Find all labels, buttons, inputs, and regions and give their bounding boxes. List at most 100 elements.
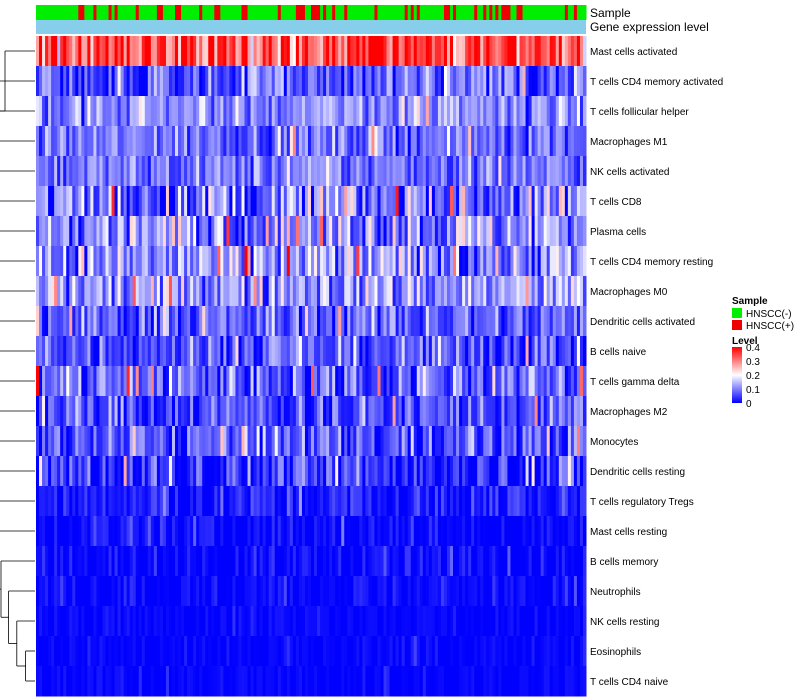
heatmap-cell — [519, 546, 524, 577]
heatmap-cell — [510, 396, 514, 427]
heatmap-cell — [187, 516, 191, 547]
heatmap-cell — [459, 426, 463, 457]
heatmap-cell — [283, 66, 288, 97]
heatmap-cell — [304, 66, 309, 97]
heatmap-cell — [81, 276, 85, 307]
heatmap-cell — [298, 186, 303, 217]
heatmap-cell — [401, 456, 406, 487]
heatmap-cell — [413, 456, 418, 487]
heatmap-cell — [235, 336, 239, 367]
sample-cell — [250, 5, 255, 20]
heatmap-cell — [501, 216, 505, 247]
heatmap-cell — [338, 666, 342, 697]
heatmap-cell — [87, 96, 91, 127]
heatmap-cell — [184, 396, 188, 427]
heatmap-cell — [383, 486, 388, 517]
heatmap-cell — [295, 606, 300, 637]
heatmap-cell — [359, 186, 363, 217]
heatmap-cell — [383, 336, 388, 367]
sample-cell — [129, 5, 134, 20]
heatmap-cell — [150, 336, 155, 367]
heatmap-cell — [39, 396, 43, 427]
heatmap-cell — [214, 276, 218, 307]
heatmap-cell — [87, 606, 91, 637]
heatmap-cell — [540, 306, 545, 337]
heatmap-cell — [365, 66, 369, 97]
heatmap-cell — [582, 156, 587, 187]
sample-cell — [474, 5, 478, 20]
heatmap-cell — [534, 516, 539, 547]
heatmap-cell — [573, 96, 578, 127]
heatmap-cell — [561, 336, 566, 367]
heatmap-cell — [365, 606, 369, 637]
heatmap-cell — [111, 486, 116, 517]
heatmap-cell — [314, 246, 318, 277]
heatmap-cell — [141, 336, 146, 367]
heatmap-cell — [549, 396, 554, 427]
heatmap-cell — [60, 66, 64, 97]
heatmap-cell — [543, 96, 548, 127]
heatmap-cell — [552, 156, 557, 187]
heatmap-cell — [326, 276, 330, 307]
sample-cell — [132, 5, 137, 20]
heatmap-cell — [456, 486, 460, 517]
heatmap-cell — [392, 606, 397, 637]
heatmap-cell — [111, 186, 116, 217]
heatmap-cell — [178, 216, 182, 247]
heatmap-cell — [108, 636, 113, 667]
heatmap-cell — [87, 456, 91, 487]
heatmap-cell — [552, 576, 557, 607]
heatmap-cell — [144, 576, 149, 607]
heatmap-cell — [552, 246, 557, 277]
heatmap-cell — [126, 516, 131, 547]
heatmap-cell — [181, 66, 185, 97]
heatmap-cell — [72, 456, 76, 487]
heatmap-cell — [555, 516, 560, 547]
heatmap-cell — [102, 156, 106, 187]
heatmap-cell — [356, 276, 360, 307]
heatmap-cell — [232, 36, 236, 67]
heatmap-cell — [93, 126, 97, 157]
heatmap-cell — [72, 276, 76, 307]
heatmap-cell — [274, 336, 279, 367]
heatmap-cell — [380, 396, 385, 427]
heatmap-cell — [135, 516, 140, 547]
heatmap-cell — [223, 396, 227, 427]
heatmap-cell — [519, 426, 524, 457]
heatmap-cell — [486, 66, 490, 97]
heatmap-cell — [66, 576, 70, 607]
heatmap-cell — [519, 486, 524, 517]
heatmap-cell — [468, 306, 472, 337]
heatmap-cell — [380, 336, 385, 367]
heatmap-cell — [332, 426, 336, 457]
heatmap-cell — [162, 546, 167, 577]
heatmap-cell — [253, 306, 258, 337]
heatmap-cell — [304, 396, 309, 427]
heatmap-cell — [359, 366, 363, 397]
heatmap-cell — [184, 666, 188, 697]
heatmap-cell — [534, 606, 539, 637]
heatmap-cell — [489, 186, 493, 217]
heatmap-cell — [108, 156, 113, 187]
heatmap-cell — [129, 396, 134, 427]
heatmap-cell — [187, 216, 191, 247]
heatmap-cell — [168, 66, 173, 97]
heatmap-cell — [274, 216, 279, 247]
heatmap-cell — [317, 546, 321, 577]
heatmap-cell — [567, 516, 572, 547]
sample-cell — [117, 5, 122, 20]
heatmap-cell — [202, 576, 206, 607]
heatmap-cell — [48, 66, 52, 97]
heatmap-cell — [404, 606, 409, 637]
heatmap-cell — [392, 396, 397, 427]
heatmap-cell — [150, 246, 155, 277]
sample-cell — [280, 5, 285, 20]
heatmap-cell — [353, 396, 357, 427]
heatmap-cell — [534, 456, 539, 487]
heatmap-cells — [36, 36, 587, 697]
heatmap-cell — [196, 216, 200, 247]
heatmap-cell — [462, 576, 466, 607]
heatmap-cell — [277, 636, 282, 667]
heatmap-cell — [446, 426, 451, 457]
heatmap-cell — [528, 276, 533, 307]
